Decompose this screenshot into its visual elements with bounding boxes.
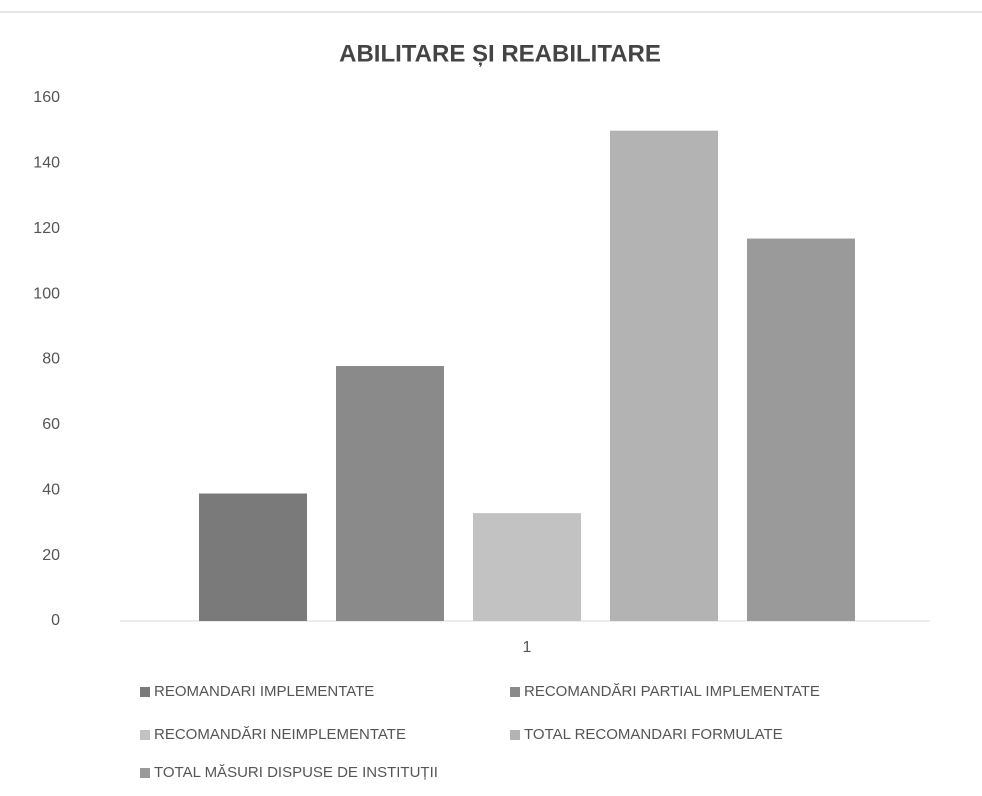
y-tick-label: 0: [51, 612, 60, 629]
y-tick-label: 160: [33, 89, 60, 106]
legend-swatch: [140, 730, 150, 740]
y-tick-label: 140: [33, 155, 60, 172]
legend-swatch: [140, 768, 150, 778]
bar: [747, 238, 855, 621]
bar: [473, 513, 581, 621]
y-tick-label: 80: [42, 351, 60, 368]
y-tick-label: 120: [33, 220, 60, 237]
legend-label: RECOMANDĂRI NEIMPLEMENTATE: [154, 726, 406, 743]
legend-label: REOMANDARI IMPLEMENTATE: [154, 683, 374, 700]
y-tick-label: 40: [42, 481, 60, 498]
legend-swatch: [140, 687, 150, 697]
chart-title: ABILITARE ȘI REABILITARE: [339, 40, 661, 67]
y-tick-label: 60: [42, 416, 60, 433]
bar: [199, 493, 307, 621]
x-tick-label: 1: [523, 639, 532, 656]
bar: [336, 366, 444, 621]
legend-label: TOTAL MĂSURI DISPUSE DE INSTITUȚII: [154, 764, 438, 781]
y-tick-label: 20: [42, 547, 60, 564]
legend-label: RECOMANDĂRI PARTIAL IMPLEMENTATE: [524, 683, 820, 700]
legend-swatch: [510, 730, 520, 740]
bar: [610, 130, 718, 621]
y-tick-label: 100: [33, 285, 60, 302]
legend-swatch: [510, 687, 520, 697]
legend-label: TOTAL RECOMANDARI FORMULATE: [524, 726, 783, 743]
